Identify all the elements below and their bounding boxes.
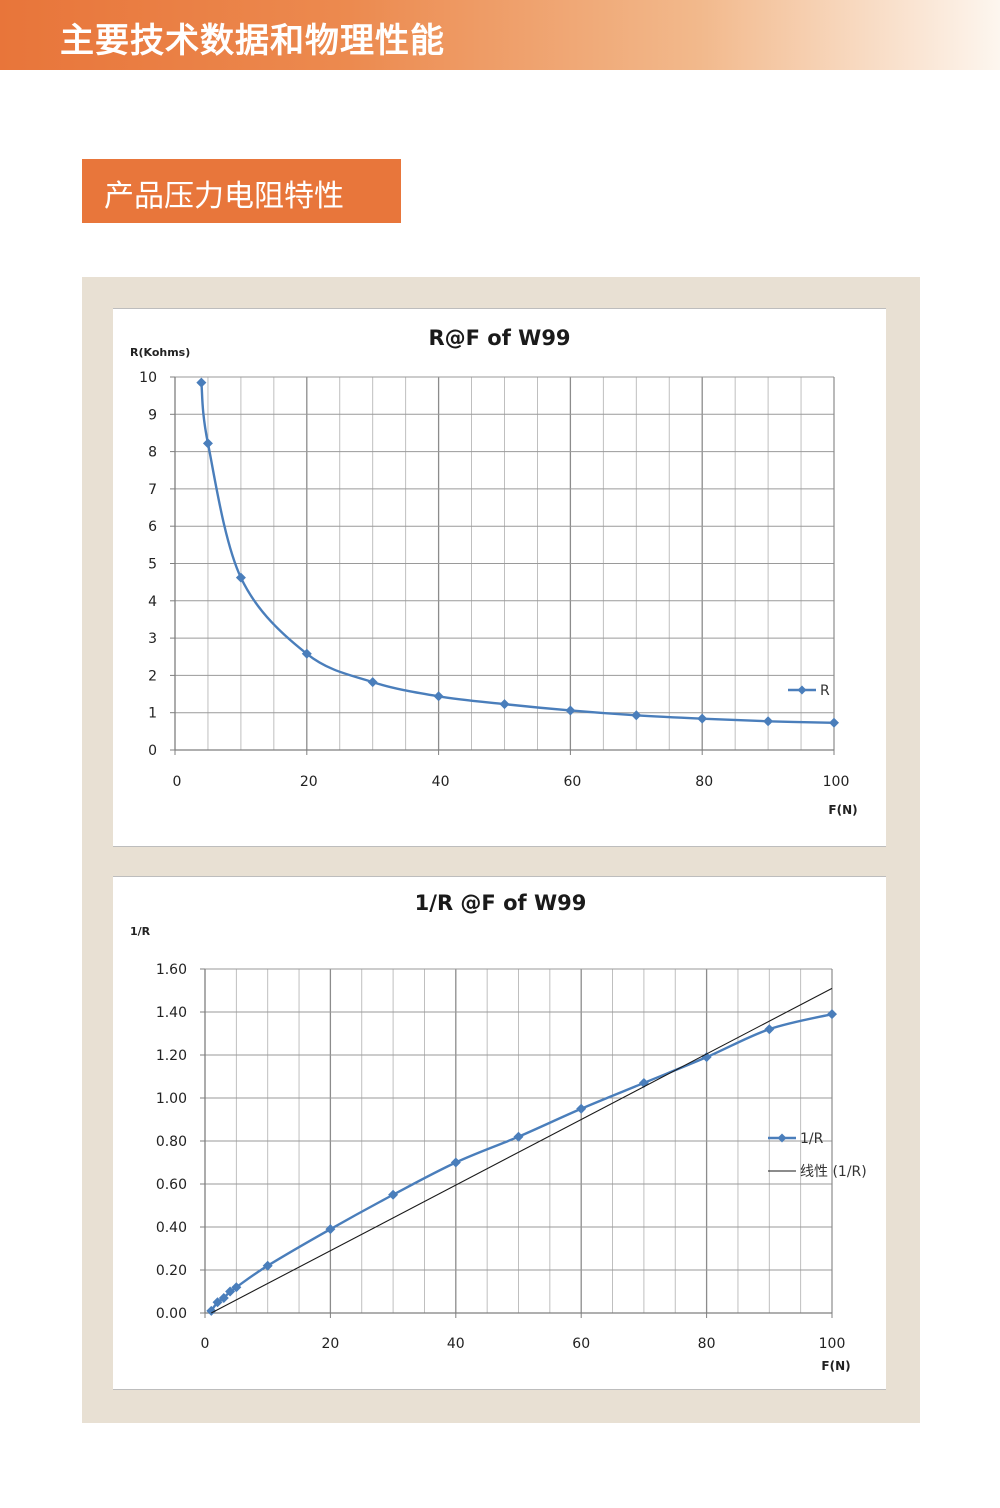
data-point bbox=[433, 691, 444, 702]
data-point bbox=[325, 1224, 336, 1235]
legend-label: 线性 (1/R) bbox=[800, 1164, 867, 1180]
y-tick-label: 10 bbox=[139, 370, 157, 386]
y-tick-label: 0.60 bbox=[156, 1177, 187, 1193]
x-tick-label: 80 bbox=[695, 774, 713, 790]
y-tick-label: 0.00 bbox=[156, 1306, 187, 1322]
data-series bbox=[196, 377, 839, 728]
x-tick-label: 60 bbox=[563, 774, 581, 790]
top-banner: 主要技术数据和物理性能 bbox=[0, 0, 1000, 70]
grid bbox=[175, 376, 835, 750]
data-point bbox=[301, 648, 312, 659]
x-axis-label: F(N) bbox=[828, 803, 857, 817]
y-tick-label: 7 bbox=[148, 482, 157, 498]
x-tick-label: 40 bbox=[447, 1336, 465, 1352]
data-point bbox=[225, 1286, 236, 1297]
x-tick-label: 60 bbox=[572, 1336, 590, 1352]
data-point bbox=[196, 377, 207, 388]
x-tick-label: 0 bbox=[173, 774, 182, 790]
data-point bbox=[450, 1157, 461, 1168]
trendline bbox=[211, 987, 833, 1314]
grid bbox=[205, 968, 833, 1313]
y-tick-label: 1.20 bbox=[156, 1048, 187, 1064]
data-point bbox=[499, 699, 510, 710]
data-point bbox=[367, 677, 378, 688]
data-point bbox=[763, 716, 774, 727]
y-tick-label: 1 bbox=[148, 706, 157, 722]
chart-title: 1/R @F of W99 bbox=[415, 891, 587, 915]
data-point bbox=[235, 572, 246, 583]
x-tick-label: 40 bbox=[432, 774, 450, 790]
y-axis-label: R(Kohms) bbox=[130, 346, 190, 359]
x-tick-label: 0 bbox=[201, 1336, 210, 1352]
legend: R bbox=[788, 683, 830, 699]
x-axis-label: F(N) bbox=[821, 1359, 850, 1373]
x-tick-label: 100 bbox=[819, 1336, 846, 1352]
section-tab: 产品压力电阻特性 bbox=[82, 159, 401, 223]
legend-label: R bbox=[820, 683, 830, 699]
conductance-chart: 1/R @F of W99 1/R 0.00 0.20 0.40 0.60 0.80 1.00… bbox=[130, 891, 867, 1373]
page-title: 主要技术数据和物理性能 bbox=[60, 21, 445, 61]
data-point bbox=[697, 713, 708, 724]
series-line bbox=[210, 1012, 833, 1312]
data-point bbox=[388, 1189, 399, 1200]
legend-marker bbox=[797, 685, 807, 695]
legend-marker bbox=[777, 1133, 787, 1143]
y-tick-label: 1.40 bbox=[156, 1005, 187, 1021]
data-point bbox=[764, 1024, 775, 1035]
y-tick-label: 6 bbox=[148, 519, 157, 535]
y-tick-label: 0.80 bbox=[156, 1134, 187, 1150]
section-title: 产品压力电阻特性 bbox=[104, 179, 344, 214]
data-point bbox=[631, 710, 642, 721]
x-tick-label: 20 bbox=[321, 1336, 339, 1352]
y-tick-label: 1.60 bbox=[156, 962, 187, 978]
legend-label: 1/R bbox=[800, 1131, 824, 1147]
data-series bbox=[206, 1009, 837, 1316]
data-point bbox=[513, 1131, 524, 1142]
data-point bbox=[576, 1103, 587, 1114]
conductance-chart-container: 1/R @F of W99 1/R 0.00 0.20 0.40 0.60 0.80 1.00… bbox=[113, 876, 886, 1390]
x-tick-label: 100 bbox=[823, 774, 850, 790]
data-point bbox=[827, 1009, 837, 1020]
y-tick-label: 4 bbox=[148, 594, 157, 610]
data-point bbox=[212, 1297, 223, 1308]
y-tick-label: 5 bbox=[148, 557, 157, 573]
y-tick-label: 0.40 bbox=[156, 1220, 187, 1236]
y-tick-label: 0 bbox=[148, 743, 157, 759]
chart-title: R@F of W99 bbox=[428, 326, 570, 350]
y-tick-label: 3 bbox=[148, 631, 157, 647]
data-point bbox=[262, 1260, 273, 1271]
trendline-series bbox=[211, 987, 833, 1314]
data-point bbox=[218, 1292, 229, 1303]
data-point bbox=[202, 438, 213, 449]
data-point bbox=[231, 1282, 242, 1293]
y-tick-label: 8 bbox=[148, 445, 157, 461]
x-tick-label: 20 bbox=[300, 774, 318, 790]
y-tick-label: 2 bbox=[148, 668, 157, 684]
data-point bbox=[829, 717, 839, 728]
series-line bbox=[200, 382, 835, 724]
data-point bbox=[565, 705, 576, 716]
resistance-chart-container: R@F of W99 R(Kohms) 0 1 2 3 4 5 6 7 8 9 10 0 20 40 60 80 1… bbox=[113, 308, 886, 847]
y-tick-label: 9 bbox=[148, 407, 157, 423]
x-tick-label: 80 bbox=[698, 1336, 716, 1352]
legend: 1/R 线性 (1/R) bbox=[768, 1131, 867, 1180]
y-tick-label: 1.00 bbox=[156, 1091, 187, 1107]
y-axis-label: 1/R bbox=[130, 925, 151, 938]
y-tick-label: 0.20 bbox=[156, 1263, 187, 1279]
data-point bbox=[206, 1305, 217, 1316]
